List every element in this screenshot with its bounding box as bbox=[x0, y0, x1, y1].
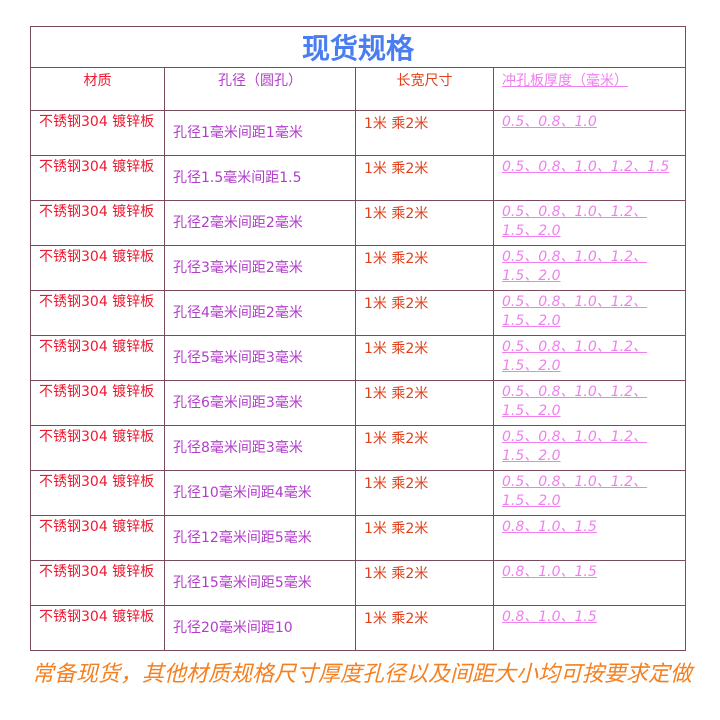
size-cell: 1米 乘2米 bbox=[355, 605, 494, 651]
thickness-cell: 0.5、0.8、1.0、1.2、1.5、2.0 bbox=[492, 245, 687, 291]
size-cell: 1米 乘2米 bbox=[355, 560, 494, 606]
table-row: 不锈钢304 镀锌板 孔径5毫米间距3毫米 1米 乘2米 0.5、0.8、1.0、1.… bbox=[30, 335, 687, 381]
thickness-cell: 0.5、0.8、1.0、1.2、1.5 bbox=[492, 155, 687, 201]
hole-cell: 孔径6毫米间距3毫米 bbox=[164, 380, 356, 426]
thickness-cell: 0.5、0.8、1.0、1.2、1.5、2.0 bbox=[492, 470, 687, 516]
thickness-cell: 0.5、0.8、1.0、1.2、1.5、2.0 bbox=[492, 335, 687, 381]
hole-cell: 孔径8毫米间距3毫米 bbox=[164, 425, 356, 471]
footer-note: 常备现货，其他材质规格尺寸厚度孔径以及间距大小均可按要求定做 bbox=[32, 662, 693, 687]
size-cell: 1米 乘2米 bbox=[355, 110, 494, 156]
table-row: 不锈钢304 镀锌板 孔径8毫米间距3毫米 1米 乘2米 0.5、0.8、1.0、1.… bbox=[30, 425, 687, 471]
hole-cell: 孔径1.5毫米间距1.5 bbox=[164, 155, 356, 201]
thickness-cell: 0.8、1.0、1.5 bbox=[492, 605, 687, 651]
size-cell: 1米 乘2米 bbox=[355, 470, 494, 516]
table-row: 不锈钢304 镀锌板 孔径4毫米间距2毫米 1米 乘2米 0.5、0.8、1.0、1.… bbox=[30, 290, 687, 336]
material-cell: 不锈钢304 镀锌板 bbox=[30, 605, 165, 651]
hole-cell: 孔径2毫米间距2毫米 bbox=[164, 200, 356, 246]
header-material: 材质 bbox=[30, 67, 165, 111]
size-cell: 1米 乘2米 bbox=[355, 515, 494, 561]
table-row: 不锈钢304 镀锌板 孔径1.5毫米间距1.5 1米 乘2米 0.5、0.8、1.0、… bbox=[30, 155, 687, 201]
header-hole: 孔径（圆孔） bbox=[164, 67, 356, 111]
material-cell: 不锈钢304 镀锌板 bbox=[30, 200, 165, 246]
material-cell: 不锈钢304 镀锌板 bbox=[30, 515, 165, 561]
material-cell: 不锈钢304 镀锌板 bbox=[30, 245, 165, 291]
size-cell: 1米 乘2米 bbox=[355, 245, 494, 291]
thickness-cell: 0.5、0.8、1.0、1.2、1.5、2.0 bbox=[492, 425, 687, 471]
thickness-cell: 0.5、0.8、1.0、1.2、1.5、2.0 bbox=[492, 290, 687, 336]
hole-cell: 孔径10毫米间距4毫米 bbox=[164, 470, 356, 516]
hole-cell: 孔径5毫米间距3毫米 bbox=[164, 335, 356, 381]
hole-cell: 孔径12毫米间距5毫米 bbox=[164, 515, 356, 561]
hole-cell: 孔径4毫米间距2毫米 bbox=[164, 290, 356, 336]
material-cell: 不锈钢304 镀锌板 bbox=[30, 560, 165, 606]
page-title: 现货规格 bbox=[29, 26, 687, 68]
thickness-cell: 0.8、1.0、1.5 bbox=[492, 560, 687, 606]
table-row: 不锈钢304 镀锌板 孔径20毫米间距10 1米 乘2米 0.8、1.0、1.5 bbox=[30, 605, 687, 651]
material-cell: 不锈钢304 镀锌板 bbox=[30, 155, 165, 201]
header-thickness: 冲孔板厚度（毫米） bbox=[492, 67, 687, 111]
size-cell: 1米 乘2米 bbox=[355, 200, 494, 246]
material-cell: 不锈钢304 镀锌板 bbox=[30, 290, 165, 336]
hole-cell: 孔径3毫米间距2毫米 bbox=[164, 245, 356, 291]
size-cell: 1米 乘2米 bbox=[355, 155, 494, 201]
hole-cell: 孔径1毫米间距1毫米 bbox=[164, 110, 356, 156]
table-row: 不锈钢304 镀锌板 孔径3毫米间距2毫米 1米 乘2米 0.5、0.8、1.0、1.… bbox=[30, 245, 687, 291]
size-cell: 1米 乘2米 bbox=[355, 335, 494, 381]
hole-cell: 孔径15毫米间距5毫米 bbox=[164, 560, 356, 606]
material-cell: 不锈钢304 镀锌板 bbox=[30, 380, 165, 426]
spec-table: 现货规格 材质 孔径（圆孔） 长宽尺寸 冲孔板厚度（毫米） 不锈钢304 镀锌板… bbox=[29, 26, 687, 651]
hole-cell: 孔径20毫米间距10 bbox=[164, 605, 356, 651]
table-row: 不锈钢304 镀锌板 孔径1毫米间距1毫米 1米 乘2米 0.5、0.8、1.0 bbox=[30, 110, 687, 156]
thickness-cell: 0.8、1.0、1.5 bbox=[492, 515, 687, 561]
table-row: 不锈钢304 镀锌板 孔径2毫米间距2毫米 1米 乘2米 0.5、0.8、1.0、1.… bbox=[30, 200, 687, 246]
material-cell: 不锈钢304 镀锌板 bbox=[30, 470, 165, 516]
thickness-cell: 0.5、0.8、1.0、1.2、1.5、2.0 bbox=[492, 380, 687, 426]
size-cell: 1米 乘2米 bbox=[355, 380, 494, 426]
table-row: 不锈钢304 镀锌板 孔径10毫米间距4毫米 1米 乘2米 0.5、0.8、1.0、1… bbox=[30, 470, 687, 516]
size-cell: 1米 乘2米 bbox=[355, 425, 494, 471]
material-cell: 不锈钢304 镀锌板 bbox=[30, 110, 165, 156]
header-size: 长宽尺寸 bbox=[355, 67, 494, 111]
material-cell: 不锈钢304 镀锌板 bbox=[30, 425, 165, 471]
page-wrapper: 现货规格 材质 孔径（圆孔） 长宽尺寸 冲孔板厚度（毫米） 不锈钢304 镀锌板… bbox=[29, 26, 687, 651]
material-cell: 不锈钢304 镀锌板 bbox=[30, 335, 165, 381]
size-cell: 1米 乘2米 bbox=[355, 290, 494, 336]
thickness-cell: 0.5、0.8、1.0、1.2、1.5、2.0 bbox=[492, 200, 687, 246]
table-row: 不锈钢304 镀锌板 孔径6毫米间距3毫米 1米 乘2米 0.5、0.8、1.0、1.… bbox=[30, 380, 687, 426]
table-row: 不锈钢304 镀锌板 孔径12毫米间距5毫米 1米 乘2米 0.8、1.0、1.5 bbox=[30, 515, 687, 561]
thickness-cell: 0.5、0.8、1.0 bbox=[492, 110, 687, 156]
table-row: 不锈钢304 镀锌板 孔径15毫米间距5毫米 1米 乘2米 0.8、1.0、1.5 bbox=[30, 560, 687, 606]
